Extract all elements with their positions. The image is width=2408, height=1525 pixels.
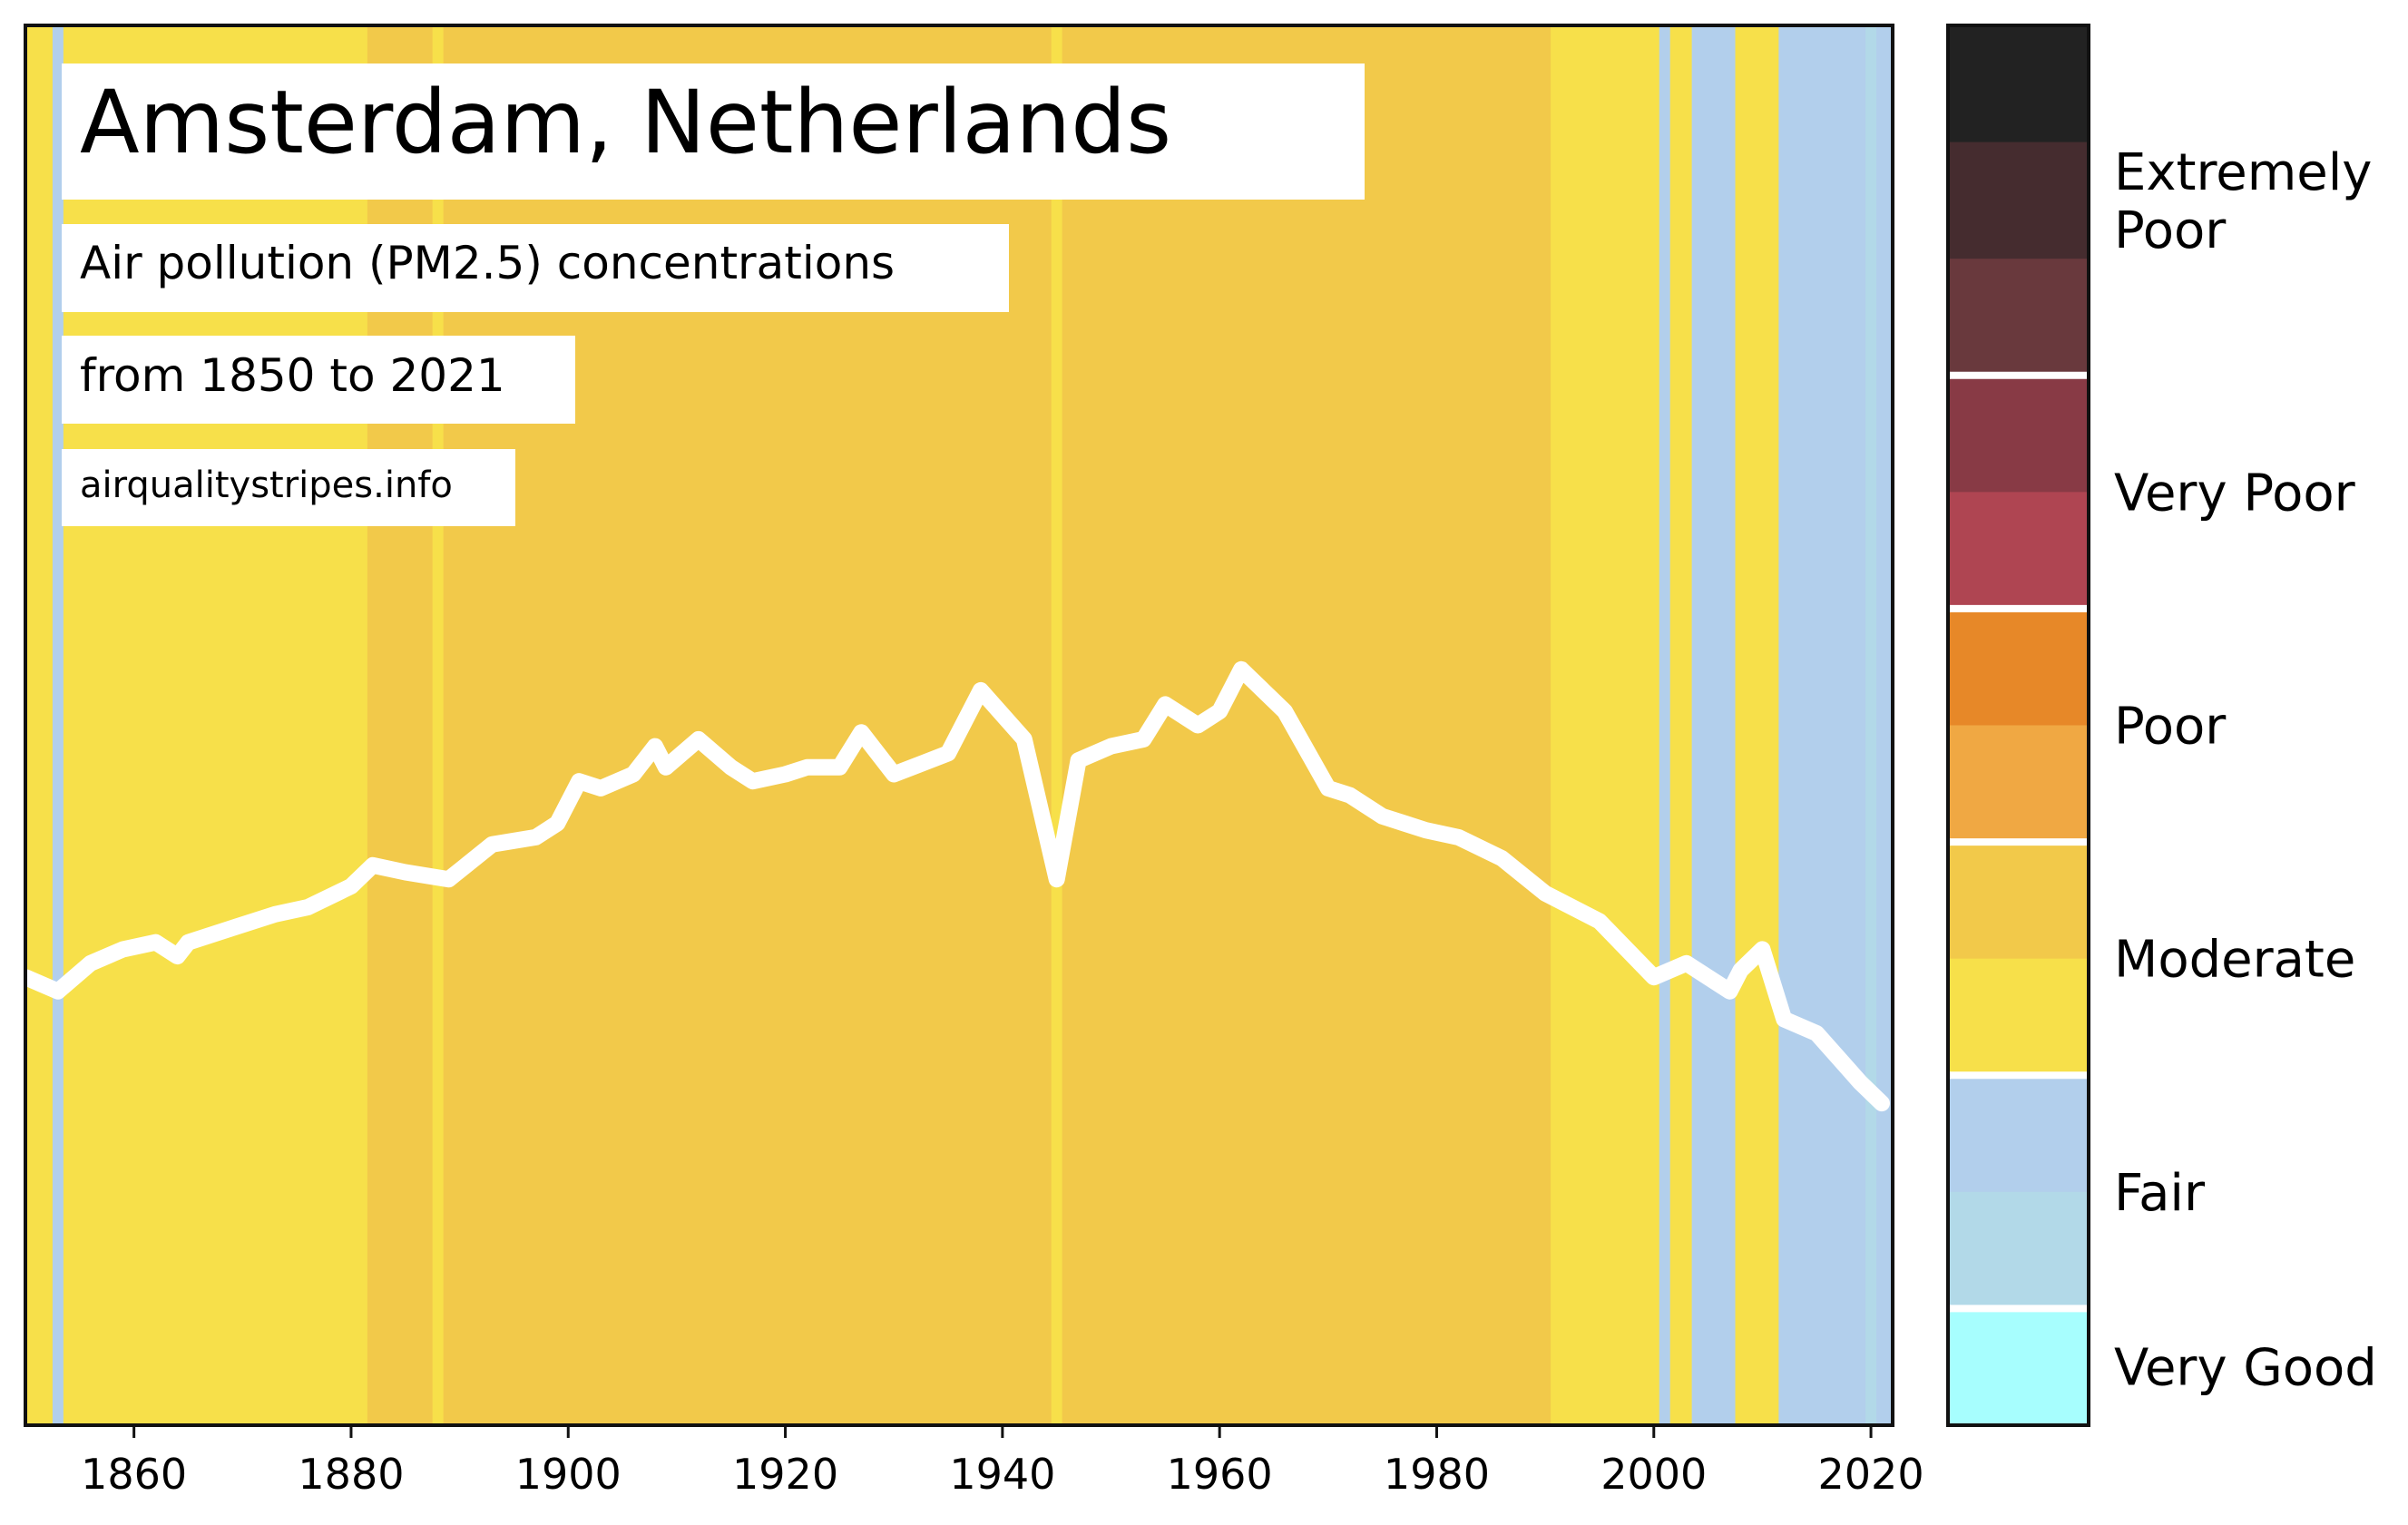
x-tick-label-1860: 1860 (81, 1450, 187, 1499)
x-tick-label-1980: 1980 (1384, 1450, 1490, 1499)
legend-label-4: Fair (2114, 1164, 2206, 1223)
stripe-15 (1876, 25, 1894, 1425)
legend-swatch-2-0 (1948, 608, 2089, 727)
x-tick-label-2020: 2020 (1818, 1450, 1924, 1499)
legend-swatch-3-1 (1948, 958, 2089, 1076)
stripe-7 (1062, 25, 1551, 1425)
stripe-0 (25, 25, 54, 1425)
legend-swatch-1-0 (1948, 375, 2089, 493)
legend-swatch-5-0 (1948, 1308, 2089, 1426)
legend-label-3: Moderate (2114, 931, 2355, 990)
legend-label-5: Very Good (2114, 1339, 2377, 1398)
trend-line-layer (17, 660, 1890, 1112)
x-tick-label-1960: 1960 (1167, 1450, 1273, 1499)
stripe-13 (1778, 25, 1866, 1425)
legend-label-1: Very Poor (2114, 464, 2356, 523)
source-box: airqualitystripes.info (62, 449, 515, 526)
period-box: from 1850 to 2021 (62, 336, 575, 424)
legend: Extremely Poor Very Poor Poor Moderate Fair Ve… (1946, 24, 2377, 1427)
stripe-9 (1659, 25, 1671, 1425)
trend-line (17, 660, 1890, 1112)
stripe-6 (1051, 25, 1063, 1425)
legend-swatch-4-0 (1948, 1075, 2089, 1193)
subtitle-box: Air pollution (PM2.5) concentrations (62, 224, 1009, 312)
legend-swatch-3-0 (1948, 842, 2089, 960)
stripe-10 (1669, 25, 1693, 1425)
legend-swatch-1-1 (1948, 492, 2089, 610)
plot-frame (24, 24, 1894, 1427)
x-tick-label-1920: 1920 (732, 1450, 838, 1499)
legend-swatch-0-1 (1948, 142, 2089, 259)
stripe-8 (1551, 25, 1660, 1425)
legend-swatch-0-2 (1948, 259, 2089, 376)
chart-subtitle: Air pollution (PM2.5) concentrations (80, 237, 895, 289)
x-tick-label-1900: 1900 (515, 1450, 622, 1499)
stripe-14 (1865, 25, 1877, 1425)
x-axis: 1860 1880 1900 1920 1940 1960 1980 2000 2020 (81, 1425, 1924, 1499)
x-tick-label-1940: 1940 (949, 1450, 1055, 1499)
title-box: Amsterdam, Netherlands (62, 64, 1365, 200)
legend-swatch-4-1 (1948, 1191, 2089, 1310)
stripe-1 (52, 25, 64, 1425)
legend-frame (1946, 24, 2090, 1427)
legend-label-2: Poor (2114, 698, 2227, 757)
chart-period: from 1850 to 2021 (80, 349, 505, 402)
legend-label-0: Extremely Poor (2114, 143, 2372, 260)
x-tick-label-1880: 1880 (298, 1450, 404, 1499)
stripe-12 (1735, 25, 1779, 1425)
legend-swatch-0-0 (1948, 25, 2089, 143)
stripe-11 (1691, 25, 1737, 1425)
chart-title: Amsterdam, Netherlands (80, 72, 1171, 173)
chart-source: airqualitystripes.info (80, 464, 453, 506)
legend-swatch-2-1 (1948, 725, 2089, 843)
x-tick-label-2000: 2000 (1600, 1450, 1707, 1499)
